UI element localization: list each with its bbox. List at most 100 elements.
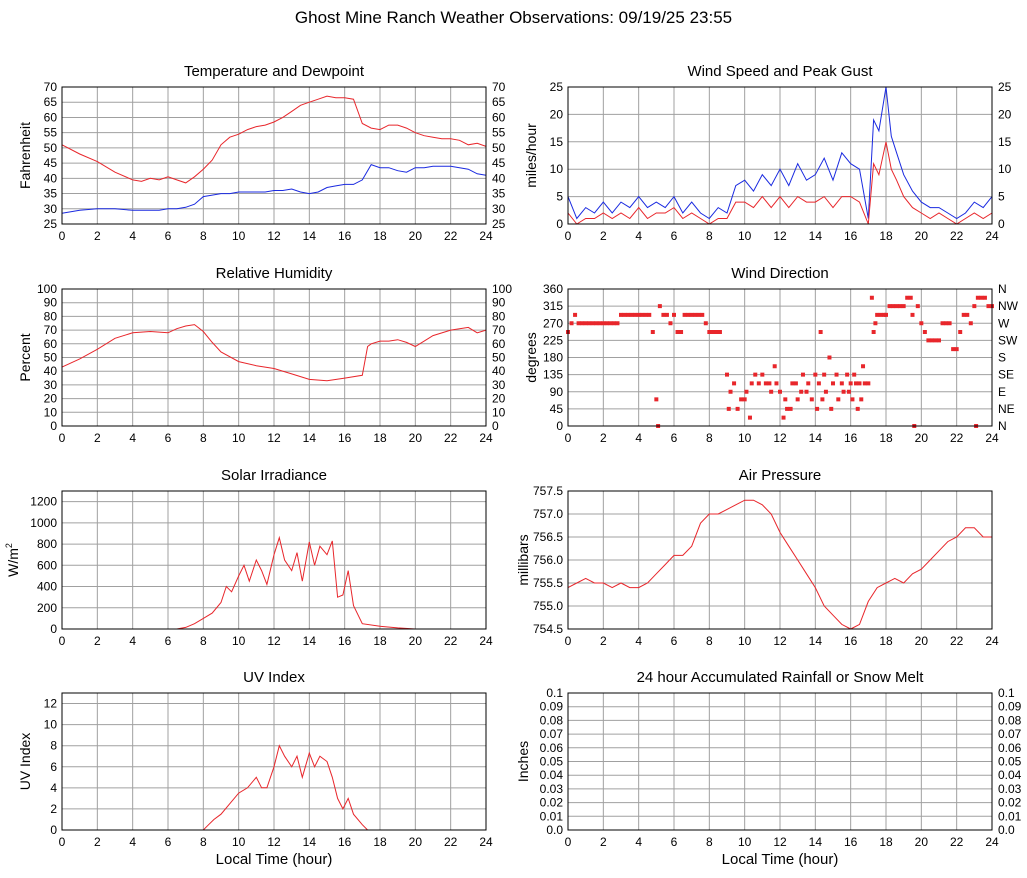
- wind-grid: [567, 86, 993, 225]
- solar-ytick: 600: [37, 558, 57, 572]
- pressure-xtick: 6: [671, 634, 678, 648]
- wdir-point: [869, 295, 874, 300]
- rain-xtick: 24: [985, 835, 999, 849]
- wdir-point: [845, 372, 850, 377]
- rain-ytick-right: 0.06: [998, 741, 1022, 755]
- wdir-point: [940, 321, 945, 326]
- rain-xtick: 2: [600, 835, 607, 849]
- wdir-point: [664, 312, 669, 317]
- rh-xtick: 22: [444, 431, 458, 445]
- wdir-point: [744, 389, 749, 394]
- wdir-ytick-right: N: [998, 419, 1007, 433]
- wdir-point: [703, 321, 708, 326]
- wdir-point: [668, 321, 673, 326]
- uv-ytick: 6: [50, 760, 57, 774]
- pressure-ytick: 755.0: [533, 599, 563, 613]
- wind-series-blue: [567, 86, 993, 220]
- wdir-point: [866, 381, 871, 386]
- wdir-frame: [567, 288, 993, 427]
- wdir-ylabel: degrees: [523, 332, 539, 383]
- wdir-point: [901, 304, 906, 309]
- wdir-point: [608, 321, 613, 326]
- rh-title: Relative Humidity: [216, 265, 333, 282]
- pressure-ytick: 754.5: [533, 622, 563, 636]
- wdir-point: [944, 321, 949, 326]
- pressure-xtick: 4: [635, 634, 642, 648]
- uv-xtick: 4: [129, 835, 136, 849]
- rh-xtick: 18: [373, 431, 387, 445]
- solar-xtick: 20: [409, 634, 423, 648]
- wdir-point: [891, 304, 896, 309]
- wdir-point: [853, 381, 858, 386]
- rain-ytick: 0.03: [540, 782, 564, 796]
- wind-xtick: 6: [671, 229, 678, 243]
- wdir-point: [778, 389, 782, 394]
- wdir-point: [951, 347, 956, 352]
- rh-ytick-right: 90: [492, 296, 506, 310]
- wind-ytick: 10: [550, 162, 564, 176]
- wdir-point: [827, 355, 832, 360]
- temp-ytick-right: 40: [492, 171, 506, 185]
- temp-xtick: 2: [94, 229, 101, 243]
- wdir-point: [657, 304, 662, 309]
- wdir-ytick-right: E: [998, 385, 1006, 399]
- temp-ytick: 55: [44, 126, 58, 140]
- wdir-point: [972, 304, 977, 309]
- wind-xtick: 24: [985, 229, 999, 243]
- wdir-point: [725, 372, 729, 377]
- solar-title: Solar Irradiance: [221, 467, 327, 484]
- rh-xtick: 10: [232, 431, 246, 445]
- rain-ytick-right: 0.0: [998, 823, 1015, 837]
- wind-xtick: 22: [950, 229, 964, 243]
- rh-ytick-right: 30: [492, 378, 506, 392]
- rh-ytick-right: 10: [492, 405, 506, 419]
- wdir-title: Wind Direction: [731, 265, 829, 282]
- wdir-point: [968, 321, 973, 326]
- uv-xtick: 20: [409, 835, 423, 849]
- wdir-ytick: 315: [543, 299, 563, 313]
- wind-ytick: 5: [556, 190, 563, 204]
- wdir-xtick: 14: [809, 431, 823, 445]
- solar-ytick: 400: [37, 580, 57, 594]
- wdir-point: [933, 338, 938, 343]
- solar-xtick: 2: [94, 634, 101, 648]
- temp-xtick: 10: [232, 229, 246, 243]
- wind-xtick: 0: [565, 229, 572, 243]
- wdir-point: [615, 321, 620, 326]
- rain-ytick: 0.08: [540, 713, 564, 727]
- wdir-point: [622, 312, 627, 317]
- wdir-ytick: 0: [556, 419, 563, 433]
- wdir-point: [573, 312, 578, 317]
- wdir-point: [871, 330, 876, 335]
- wdir-xtick: 22: [950, 431, 964, 445]
- rh-ytick: 30: [44, 378, 58, 392]
- wdir-point: [884, 312, 888, 317]
- rh-ytick: 70: [44, 323, 58, 337]
- rh-ytick: 90: [44, 296, 58, 310]
- wdir-point: [700, 312, 705, 317]
- rh-frame: [61, 288, 487, 427]
- wind-ytick-right: 10: [998, 162, 1012, 176]
- rh-xtick: 12: [267, 431, 281, 445]
- rh-ytick-right: 40: [492, 364, 506, 378]
- rain-xtick: 16: [844, 835, 858, 849]
- pressure-xtick: 16: [844, 634, 858, 648]
- rain-chart: 24 hour Accumulated Rainfall or Snow Mel…: [515, 669, 1022, 868]
- wdir-point: [815, 406, 820, 411]
- wdir-ytick: 90: [550, 385, 564, 399]
- wdir-xtick: 20: [915, 431, 929, 445]
- wdir-point: [675, 330, 680, 335]
- wdir-point: [795, 397, 800, 402]
- pressure-title: Air Pressure: [739, 467, 822, 484]
- uv-xtick: 2: [94, 835, 101, 849]
- solar-frame: [61, 490, 487, 630]
- uv-frame: [61, 692, 487, 831]
- rain-xtick: 12: [773, 835, 787, 849]
- wdir-xtick: 12: [773, 431, 787, 445]
- wind-xtick: 20: [915, 229, 929, 243]
- solar-ytick: 200: [37, 601, 57, 615]
- wdir-point: [580, 321, 585, 326]
- wdir-point: [583, 321, 588, 326]
